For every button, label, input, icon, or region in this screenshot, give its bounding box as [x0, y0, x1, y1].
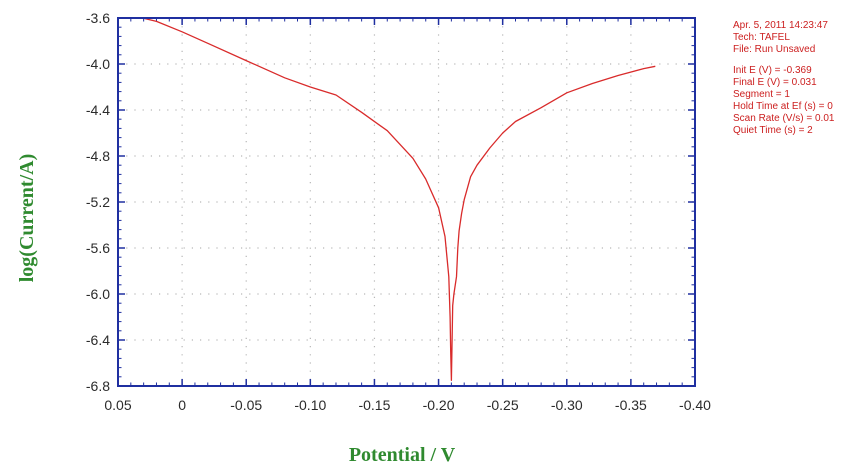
info-tech: Tech: TAFEL — [733, 32, 790, 43]
info-init-e: Init E (V) = -0.369 — [733, 65, 812, 76]
x-tick-label: 0 — [178, 397, 186, 413]
y-tick-label: -4.0 — [86, 56, 110, 72]
x-tick-label: -0.20 — [423, 397, 455, 413]
y-tick-label: -5.6 — [86, 240, 110, 256]
tafel-curve — [142, 17, 656, 381]
x-tick-label: -0.05 — [230, 397, 262, 413]
x-tick-label: 0.05 — [104, 397, 131, 413]
y-tick-label: -6.4 — [86, 332, 110, 348]
info-scan-rate: Scan Rate (V/s) = 0.01 — [733, 113, 835, 124]
x-tick-label: -0.15 — [358, 397, 390, 413]
x-tick-label: -0.10 — [294, 397, 326, 413]
tick-labels: 0.05 0 -0.05 -0.10 -0.15 -0.20 -0.25 -0.30 -0.35… — [86, 10, 711, 413]
y-tick-label: -6.0 — [86, 286, 110, 302]
y-axis-title: log(Current/A) — [16, 154, 38, 283]
y-tick-label: -6.8 — [86, 378, 110, 394]
x-tick-label: -0.25 — [487, 397, 519, 413]
grid-layer — [118, 18, 695, 386]
y-tick-label: -5.2 — [86, 194, 110, 210]
x-tick-label: -0.40 — [679, 397, 711, 413]
x-tick-label: -0.35 — [615, 397, 647, 413]
info-segment: Segment = 1 — [733, 89, 790, 100]
info-hold-time: Hold Time at Ef (s) = 0 — [733, 101, 833, 112]
experiment-info-panel: Apr. 5, 2011 14:23:47 Tech: TAFEL File: … — [733, 20, 834, 137]
info-date: Apr. 5, 2011 14:23:47 — [733, 20, 828, 31]
curve-layer — [142, 17, 656, 381]
y-tick-label: -4.4 — [86, 102, 110, 118]
x-tick-label: -0.30 — [551, 397, 583, 413]
y-tick-label: -3.6 — [86, 10, 110, 26]
x-axis-title: Potential / V — [349, 444, 456, 466]
ticks-layer — [117, 17, 696, 387]
info-final-e: Final E (V) = 0.031 — [733, 77, 817, 88]
info-file: File: Run Unsaved — [733, 44, 816, 55]
y-tick-label: -4.8 — [86, 148, 110, 164]
info-quiet-time: Quiet Time (s) = 2 — [733, 125, 813, 136]
plot-frame — [117, 17, 696, 387]
